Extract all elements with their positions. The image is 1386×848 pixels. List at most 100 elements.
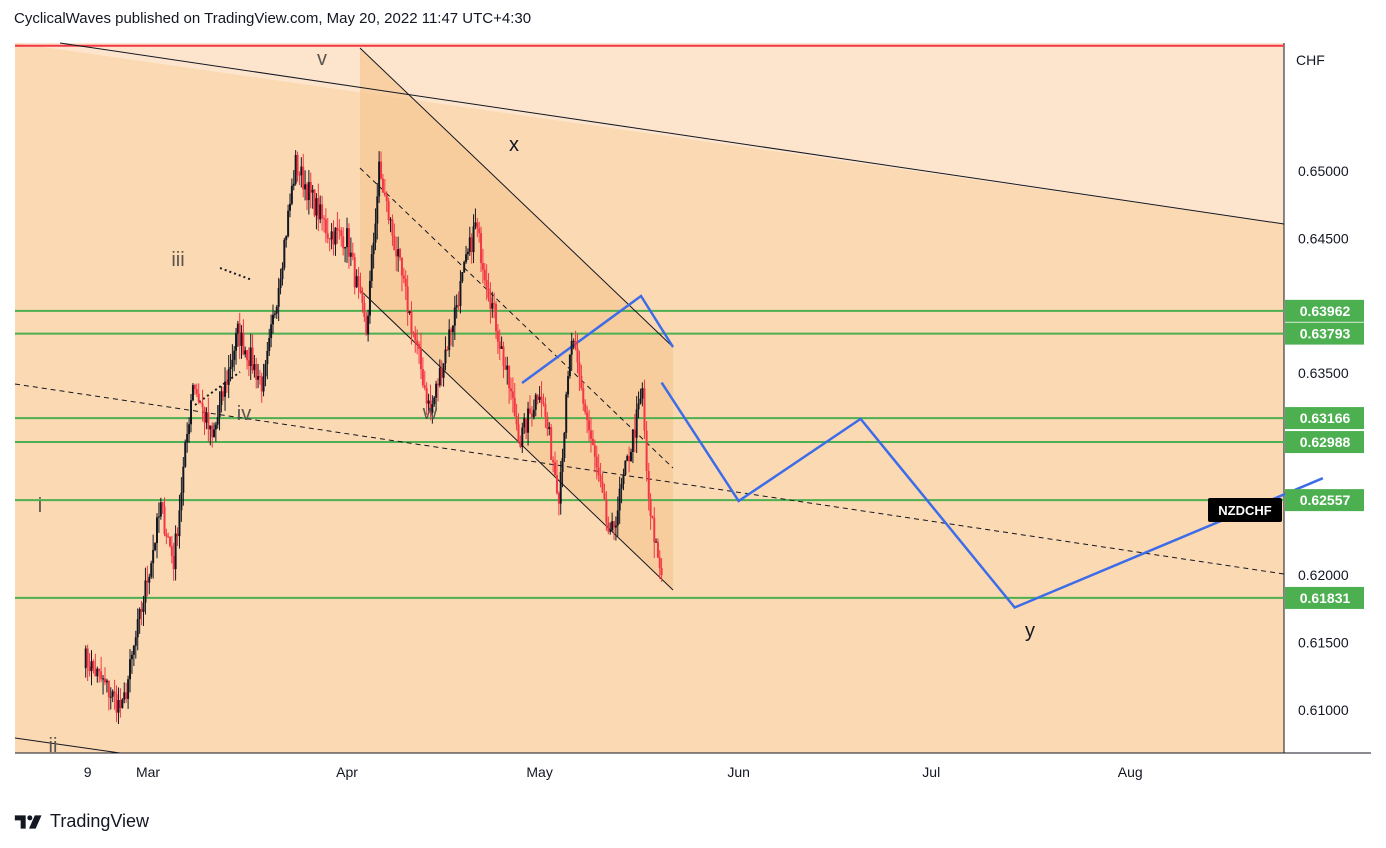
candle-body — [113, 691, 116, 695]
candle-body — [567, 376, 570, 395]
candle-body — [504, 365, 507, 370]
candle-body — [302, 166, 305, 190]
candle-body — [578, 362, 581, 376]
price-tick-label: 0.61500 — [1298, 635, 1349, 651]
candle-body — [157, 516, 160, 518]
candle-body — [322, 218, 325, 220]
candle-body — [311, 189, 314, 193]
candle-body — [565, 394, 568, 433]
candle-body — [435, 383, 438, 398]
candle-body — [222, 391, 225, 397]
candle-body — [607, 522, 610, 532]
candle-body — [281, 267, 284, 280]
candle-body — [459, 281, 462, 306]
candle-body — [328, 238, 331, 240]
candle-body — [618, 488, 621, 511]
candle-body — [527, 408, 530, 433]
candle-body — [651, 515, 654, 518]
candle-body — [257, 376, 260, 380]
candle-body — [344, 247, 347, 249]
candle-body — [336, 227, 339, 231]
candle-body — [370, 254, 373, 281]
candle-body — [466, 251, 469, 255]
candle-body — [296, 154, 299, 175]
candle-body — [290, 185, 293, 204]
time-tick-label: Jul — [922, 764, 940, 780]
candle-body — [402, 275, 405, 279]
candle-body — [641, 388, 644, 399]
candle-body — [152, 549, 155, 564]
candle-body — [436, 383, 439, 386]
candle-body — [98, 668, 101, 672]
candle-body — [431, 404, 434, 413]
candle-body — [463, 261, 466, 273]
candle-body — [410, 311, 413, 333]
candle-body — [203, 407, 206, 423]
candle-body — [620, 484, 623, 489]
candle-body — [576, 348, 579, 363]
level-tag-label: 0.62988 — [1300, 434, 1351, 450]
candle-body — [300, 166, 303, 176]
candle-body — [304, 184, 307, 190]
candle-body — [372, 242, 375, 255]
candle-body — [309, 181, 312, 193]
level-tag-bg — [1285, 322, 1364, 345]
candle-body — [266, 350, 269, 365]
candle-body — [121, 699, 124, 708]
candle-body — [209, 425, 212, 430]
time-axis-pane[interactable] — [15, 753, 1371, 795]
candle-body — [455, 305, 458, 308]
candle-body — [332, 231, 335, 245]
candle-body — [519, 442, 522, 447]
candle-body — [591, 438, 594, 446]
candle-body — [324, 219, 327, 234]
candle-body — [368, 280, 371, 316]
candle-body — [100, 671, 103, 680]
candle-body — [461, 272, 464, 282]
candle-body — [658, 557, 661, 569]
candle-body — [528, 408, 531, 414]
lower-trendline — [14, 737, 121, 754]
candle-body — [305, 184, 308, 201]
candle-body — [272, 314, 275, 325]
candle-body — [496, 331, 499, 342]
price-axis-pane[interactable] — [1284, 43, 1371, 753]
candle-body — [165, 533, 168, 537]
candle-body — [288, 203, 291, 211]
projection-path — [660, 381, 1324, 610]
candle-body — [109, 696, 112, 698]
candle-body — [561, 458, 564, 472]
candle-body — [433, 397, 436, 405]
candle-body — [557, 493, 560, 504]
level-tag-label: 0.62557 — [1300, 492, 1351, 508]
candle-body — [563, 432, 566, 459]
candle-body — [334, 227, 337, 245]
candle-body — [376, 196, 379, 224]
candle-body — [220, 391, 223, 406]
candle-body — [601, 481, 604, 493]
candle-body — [513, 397, 516, 416]
time-tick-label: May — [526, 764, 552, 780]
footer-branding[interactable]: TradingView — [14, 811, 149, 832]
candle-body — [656, 541, 659, 558]
tradingview-brand-text: TradingView — [50, 811, 150, 831]
candle-body — [383, 192, 386, 195]
candle-body — [421, 369, 424, 386]
candle-body — [515, 415, 518, 425]
candle-body — [127, 679, 130, 699]
candle-body — [548, 427, 551, 430]
candle-body — [546, 416, 549, 430]
candle-body — [450, 329, 453, 333]
candle-body — [255, 364, 258, 380]
candle-body — [279, 279, 282, 289]
candle-body — [119, 700, 122, 708]
time-tick-label: Apr — [336, 764, 358, 780]
candle-body — [423, 385, 426, 388]
candle-body — [132, 645, 135, 655]
candle-body — [559, 471, 562, 504]
candle-body — [167, 536, 170, 538]
candle-body — [134, 637, 137, 646]
candle-body — [172, 555, 175, 570]
